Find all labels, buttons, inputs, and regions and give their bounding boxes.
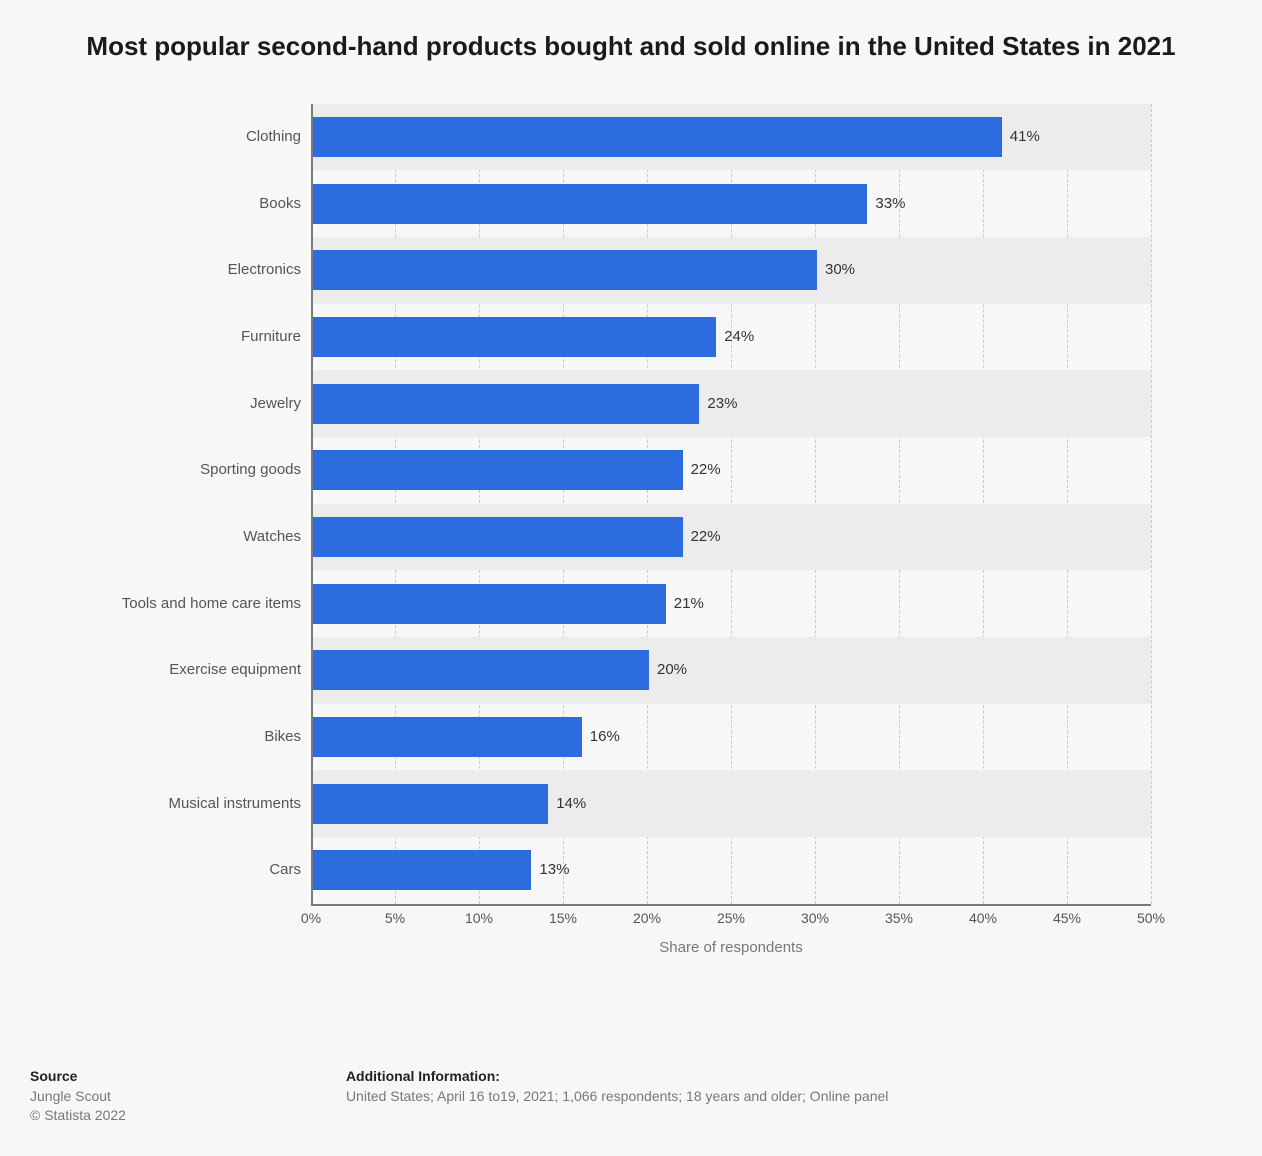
- category-label: Musical instruments: [81, 795, 301, 813]
- y-axis: [311, 104, 313, 904]
- x-tick-label: 0%: [301, 910, 321, 926]
- x-tick-label: 5%: [385, 910, 405, 926]
- source-heading: Source: [30, 1067, 126, 1087]
- gridline: [1151, 104, 1152, 904]
- category-label: Electronics: [81, 261, 301, 279]
- x-tick-label: 50%: [1137, 910, 1165, 926]
- category-label: Books: [81, 195, 301, 213]
- value-label: 23%: [707, 384, 737, 424]
- x-tick-label: 45%: [1053, 910, 1081, 926]
- value-label: 20%: [657, 650, 687, 690]
- x-tick-label: 25%: [717, 910, 745, 926]
- value-label: 24%: [724, 317, 754, 357]
- value-label: 22%: [691, 450, 721, 490]
- category-label: Sporting goods: [81, 461, 301, 479]
- category-label: Clothing: [81, 128, 301, 146]
- bar: [313, 650, 649, 690]
- value-label: 30%: [825, 250, 855, 290]
- value-label: 14%: [556, 784, 586, 824]
- value-label: 22%: [691, 517, 721, 557]
- bar: [313, 850, 531, 890]
- x-axis: [311, 904, 1151, 906]
- value-label: 16%: [590, 717, 620, 757]
- chart-title: Most popular second-hand products bought…: [70, 30, 1192, 64]
- bar: [313, 450, 683, 490]
- x-axis-title: Share of respondents: [311, 939, 1151, 956]
- category-label: Exercise equipment: [81, 661, 301, 679]
- category-label: Furniture: [81, 328, 301, 346]
- info-block: Additional Information: United States; A…: [346, 1067, 888, 1126]
- bar: [313, 184, 867, 224]
- source-block: Source Jungle Scout © Statista 2022: [30, 1067, 126, 1126]
- category-label: Jewelry: [81, 395, 301, 413]
- value-label: 21%: [674, 584, 704, 624]
- category-label: Bikes: [81, 728, 301, 746]
- bar: [313, 584, 666, 624]
- source-line2: © Statista 2022: [30, 1106, 126, 1126]
- value-label: 33%: [875, 184, 905, 224]
- bars-layer: 41% 33% 30% 24% 23% 22% 22% 21% 20% 16%14% 13%: [311, 104, 1151, 904]
- x-tick-label: 15%: [549, 910, 577, 926]
- x-tick-label: 40%: [969, 910, 997, 926]
- bar: [313, 717, 582, 757]
- chart-container: Most popular second-hand products bought…: [0, 0, 1262, 1156]
- category-label: Watches: [81, 528, 301, 546]
- bar: [313, 317, 716, 357]
- bar: [313, 384, 699, 424]
- value-label: 41%: [1010, 117, 1040, 157]
- value-label: 13%: [539, 850, 569, 890]
- footer: Source Jungle Scout © Statista 2022 Addi…: [30, 1067, 1232, 1126]
- info-heading: Additional Information:: [346, 1067, 888, 1087]
- category-label: Tools and home care items: [81, 595, 301, 613]
- bar: [313, 784, 548, 824]
- x-tick-label: 20%: [633, 910, 661, 926]
- bar: [313, 117, 1002, 157]
- bar: [313, 517, 683, 557]
- source-line1: Jungle Scout: [30, 1087, 126, 1107]
- bar: [313, 250, 817, 290]
- info-text: United States; April 16 to19, 2021; 1,06…: [346, 1087, 888, 1107]
- x-tick-label: 35%: [885, 910, 913, 926]
- category-label: Cars: [81, 861, 301, 879]
- chart-area: 41% 33% 30% 24% 23% 22% 22% 21% 20% 16%14% 13% 0% 5…: [81, 94, 1181, 974]
- x-tick-label: 10%: [465, 910, 493, 926]
- x-tick-label: 30%: [801, 910, 829, 926]
